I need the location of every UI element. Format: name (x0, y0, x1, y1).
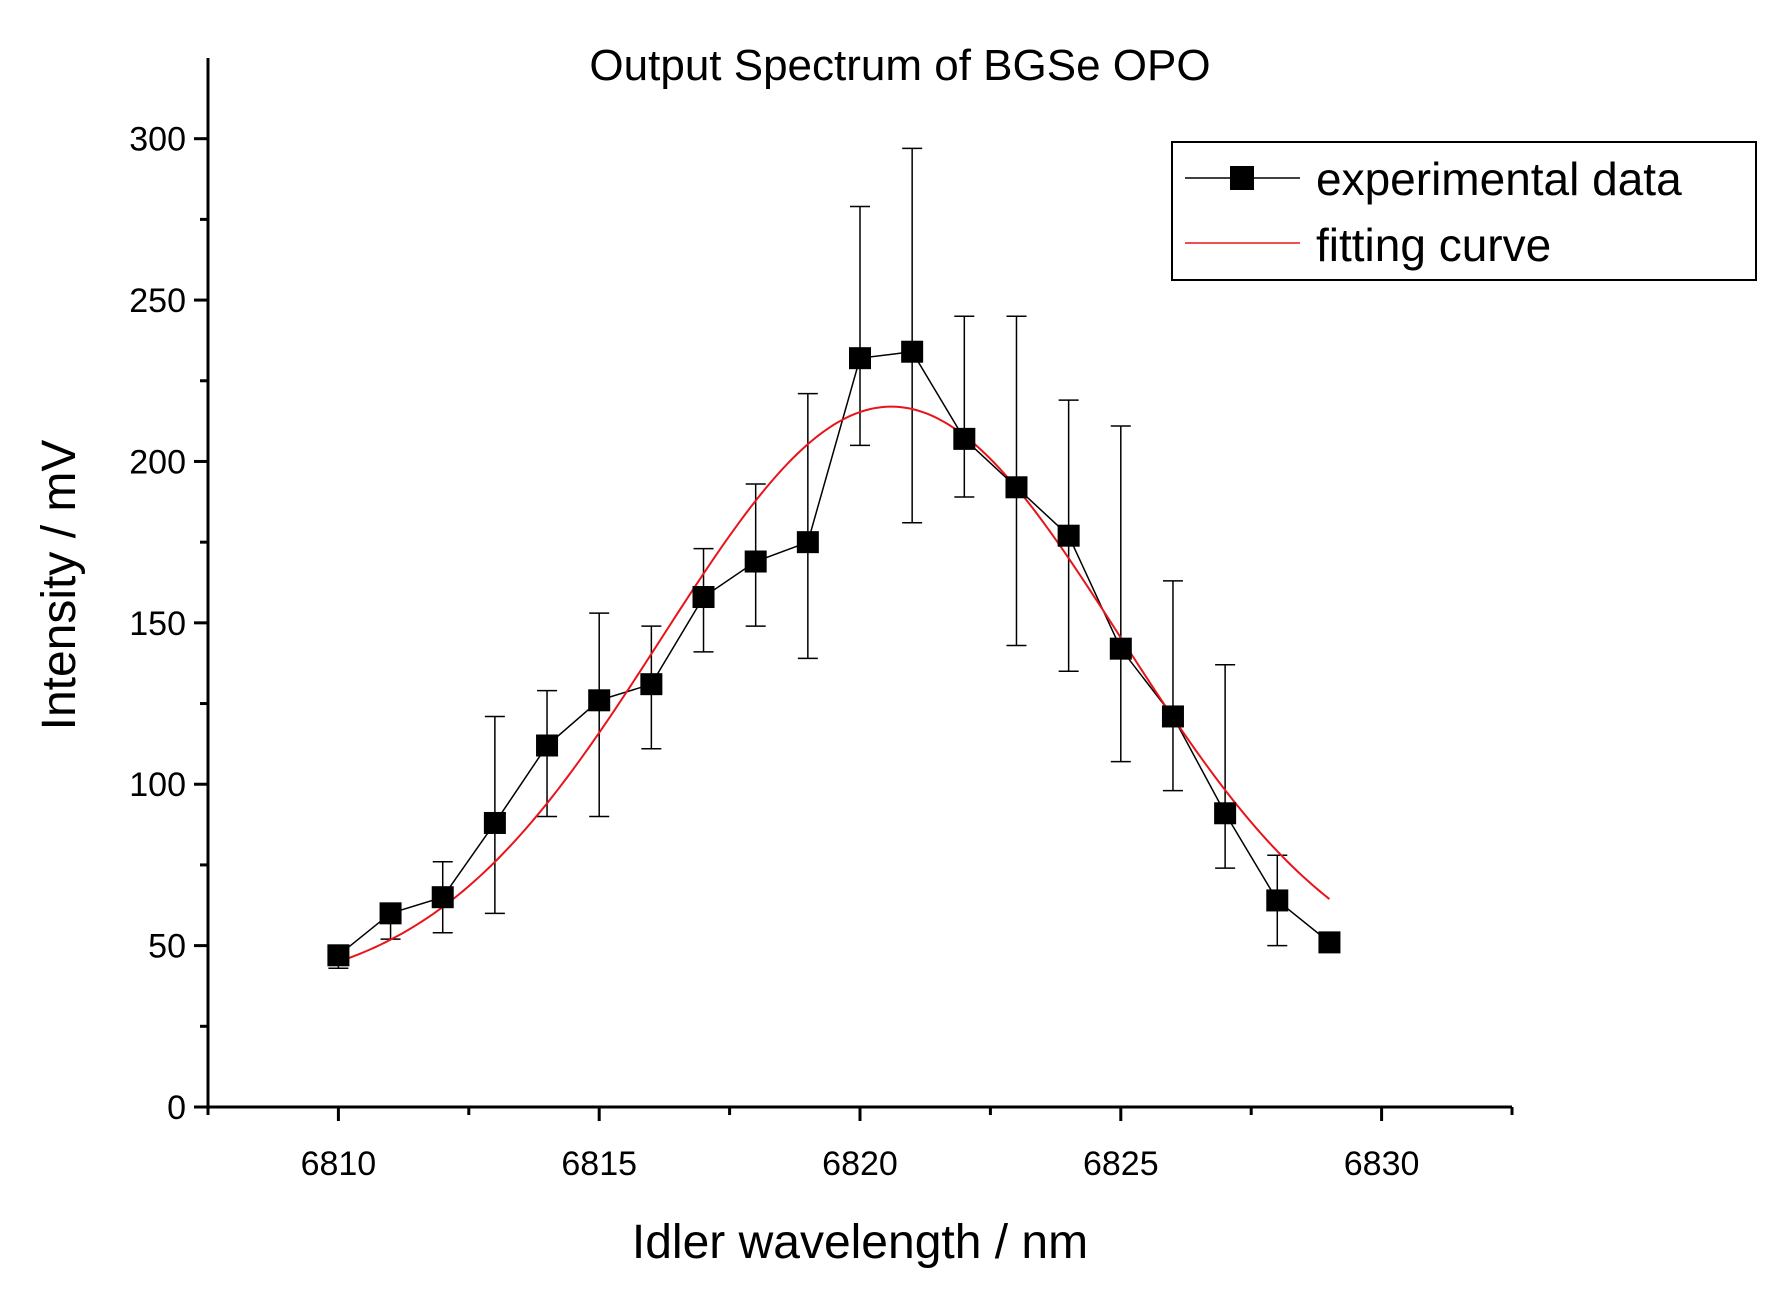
x-tick-label: 6820 (822, 1145, 898, 1183)
legend-box (1171, 141, 1757, 281)
data-point (640, 673, 663, 696)
data-point (1161, 705, 1184, 728)
data-point (692, 586, 715, 609)
y-tick-label: 50 (148, 928, 186, 966)
y-tick-label: 250 (129, 282, 186, 320)
legend-marker-experimental (1230, 166, 1254, 190)
data-point (1266, 889, 1289, 912)
x-tick-label: 6825 (1083, 1145, 1159, 1183)
data-point (588, 689, 611, 712)
y-axis-title: Intensity / mV (33, 440, 86, 731)
x-axis: 6810 6815 6820 6825 6830 (206, 1105, 1514, 1183)
x-tick-label: 6815 (561, 1145, 637, 1183)
legend-label-fitting: fitting curve (1316, 219, 1551, 271)
data-point (953, 427, 976, 450)
data-point (1005, 476, 1028, 499)
plot-area (327, 147, 1341, 969)
data-point (901, 340, 924, 363)
y-tick-label: 150 (129, 605, 186, 643)
experimental-line (337, 350, 1330, 956)
x-tick-label: 6830 (1344, 1145, 1420, 1183)
legend: experimental data fitting curve (1171, 141, 1757, 281)
y-tick-label: 300 (129, 121, 186, 159)
data-point (327, 944, 350, 967)
data-point (431, 886, 454, 909)
y-axis: 0 50 100 150 200 250 300 (129, 58, 210, 1127)
data-point (483, 811, 506, 834)
fitting-curve (338, 405, 1331, 963)
data-point (1214, 802, 1237, 825)
data-point (1318, 931, 1341, 954)
data-point (849, 347, 871, 370)
data-point (744, 550, 767, 573)
chart-title: Output Spectrum of BGSe OPO (589, 41, 1210, 90)
y-tick-label: 100 (129, 766, 186, 804)
data-point (1057, 524, 1080, 547)
x-axis-title: Idler wavelength / nm (632, 1216, 1088, 1269)
y-tick-label: 200 (129, 443, 186, 481)
data-point (379, 902, 402, 925)
data-point (796, 531, 819, 554)
data-point (1109, 637, 1132, 660)
data-point (536, 734, 559, 757)
y-tick-label: 0 (167, 1089, 186, 1127)
legend-label-experimental: experimental data (1316, 153, 1682, 205)
x-tick-label: 6810 (301, 1145, 377, 1183)
